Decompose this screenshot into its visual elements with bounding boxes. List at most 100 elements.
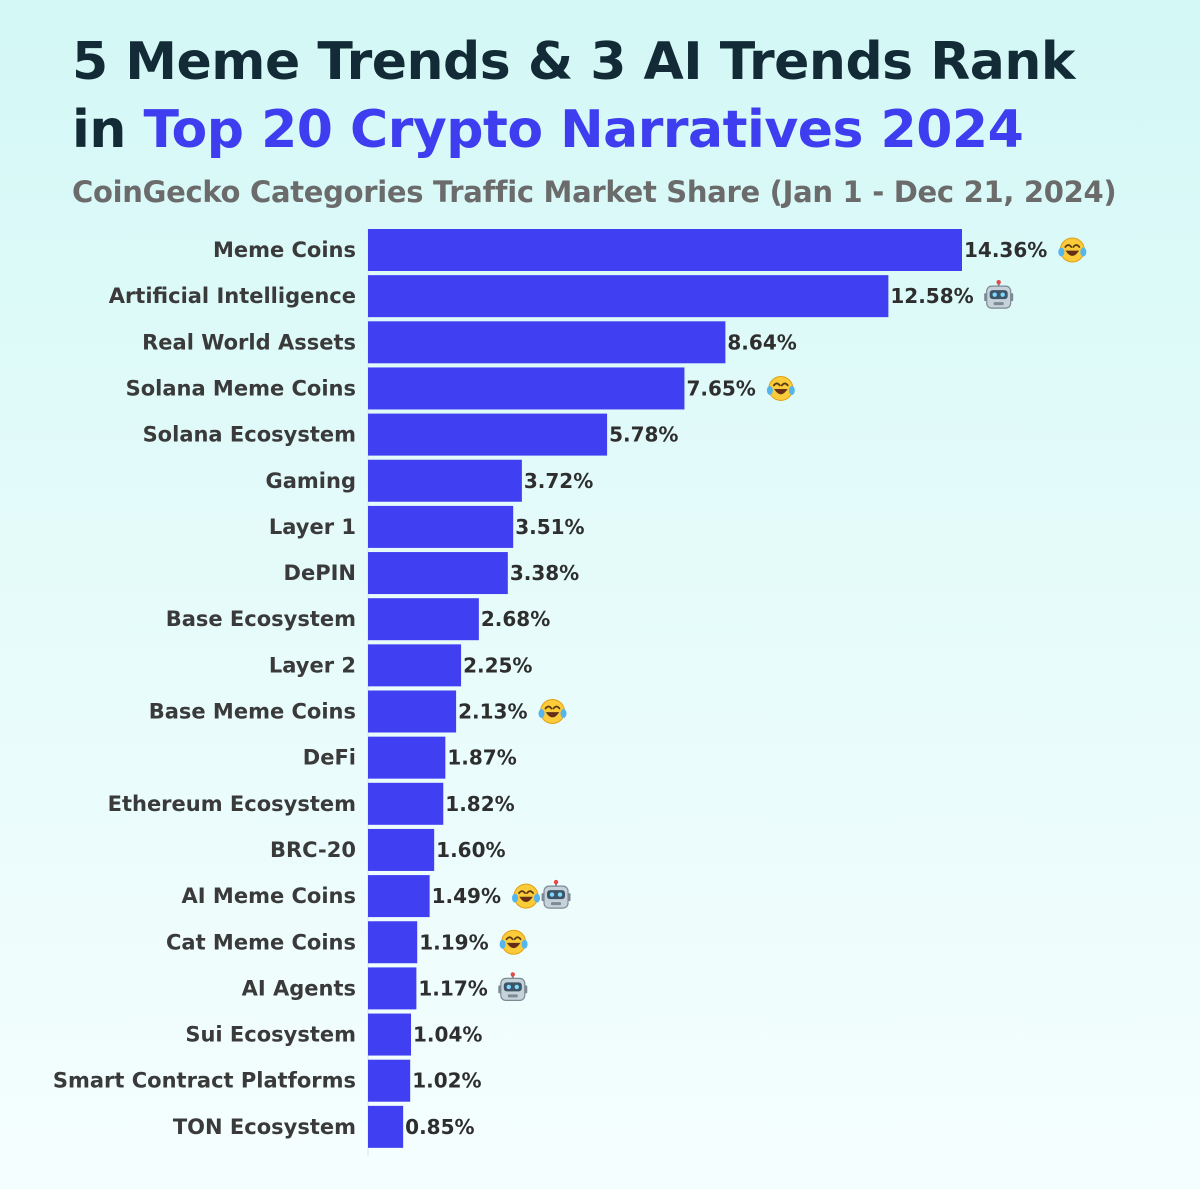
laughing-face-icon	[512, 883, 541, 909]
robot-ear-left	[498, 985, 501, 994]
value-label: 7.65%	[686, 376, 755, 400]
laugh-tear-right	[560, 709, 567, 718]
title-line-2: in Top 20 Crypto Narratives 2024	[72, 100, 1024, 160]
value-label: 2.13%	[458, 700, 527, 724]
robot-eye-left	[549, 892, 555, 897]
laugh-tear-right	[521, 939, 528, 949]
laugh-eye-left	[544, 705, 553, 710]
bar	[368, 644, 462, 687]
laugh-mouth	[774, 389, 788, 395]
robot-ear-right	[524, 985, 528, 994]
robot-face-icon	[498, 972, 528, 1002]
category-label: Meme Coins	[213, 238, 356, 262]
laugh-mouth	[519, 896, 533, 902]
laugh-eye-left	[1064, 244, 1073, 248]
robot-eye-left	[506, 984, 511, 990]
robot-ear-right	[568, 893, 571, 902]
bar	[368, 1105, 404, 1148]
value-label: 1.04%	[413, 1023, 482, 1047]
category-label: AI Meme Coins	[182, 884, 356, 908]
laugh-eye-right	[526, 890, 534, 894]
title-prefix: in	[72, 100, 126, 160]
value-label: 1.17%	[418, 976, 487, 1000]
laughing-face-icon	[538, 699, 567, 724]
robot-eye-right	[514, 984, 519, 990]
laugh-mouth	[545, 712, 560, 718]
laugh-eye-right	[513, 936, 522, 941]
laugh-eye-right	[552, 705, 561, 710]
laugh-tear-right	[1080, 247, 1087, 257]
title-line-1: 5 Meme Trends & 3 AI Trends Rank	[72, 32, 1075, 92]
category-label: DePIN	[284, 561, 356, 585]
robot-antenna-tip	[553, 879, 559, 885]
bar	[368, 229, 962, 271]
bar	[368, 828, 435, 871]
category-label: Gaming	[266, 469, 356, 493]
robot-antenna-tip	[510, 972, 515, 977]
laugh-mouth	[1065, 250, 1080, 256]
robot-mouth	[993, 302, 1004, 306]
category-label: Layer 1	[269, 515, 356, 539]
laugh-eye-left	[772, 382, 781, 387]
category-label: Base Ecosystem	[166, 607, 356, 631]
value-label: 12.58%	[890, 284, 973, 308]
bar	[368, 1059, 411, 1102]
laugh-tear-left	[512, 893, 519, 903]
bar	[368, 736, 446, 779]
laughing-face-icon	[1058, 237, 1087, 263]
laugh-tear-left	[766, 385, 773, 395]
category-label: AI Agents	[242, 976, 356, 1000]
robot-visor	[989, 290, 1008, 300]
category-label: BRC-20	[270, 838, 356, 862]
robot-ear-right	[1010, 293, 1014, 302]
value-label: 3.51%	[515, 515, 584, 539]
category-label: Layer 2	[269, 653, 356, 677]
value-label: 3.38%	[510, 561, 579, 585]
chart-subtitle: CoinGecko Categories Traffic Market Shar…	[72, 175, 1117, 209]
laugh-tear-right	[534, 893, 541, 903]
value-label: 1.19%	[419, 930, 488, 954]
category-label: DeFi	[303, 746, 356, 770]
category-label: Smart Contract Platforms	[53, 1069, 356, 1093]
category-label: Real World Assets	[142, 330, 356, 354]
category-label: Ethereum Ecosystem	[108, 792, 356, 816]
category-label: Cat Meme Coins	[166, 930, 356, 954]
value-label: 2.68%	[481, 607, 550, 631]
value-label: 8.64%	[727, 330, 796, 354]
bar	[368, 505, 514, 548]
robot-eye-left	[992, 292, 997, 297]
value-label: 3.72%	[524, 469, 593, 493]
category-label: Sui Ecosystem	[185, 1023, 356, 1047]
bar	[368, 275, 889, 318]
laugh-tear-left	[1058, 247, 1065, 257]
robot-ear-left	[984, 293, 987, 302]
robot-antenna-tip	[996, 279, 1001, 285]
bar	[368, 875, 430, 918]
value-label: 1.87%	[447, 746, 516, 770]
category-label: Solana Meme Coins	[126, 376, 356, 400]
category-label: Solana Ecosystem	[143, 423, 356, 447]
bar	[368, 690, 457, 733]
category-label: TON Ecosystem	[173, 1115, 356, 1139]
robot-visor	[503, 982, 522, 992]
bar	[368, 598, 479, 641]
laugh-eye-right	[780, 382, 789, 387]
laughing-face-icon	[499, 929, 528, 955]
value-label: 2.25%	[463, 653, 532, 677]
bar	[368, 459, 522, 502]
bar	[368, 321, 726, 364]
laugh-tear-left	[499, 939, 506, 949]
bar	[368, 1013, 412, 1056]
robot-eye-right	[557, 892, 563, 897]
value-label: 0.85%	[405, 1115, 474, 1139]
robot-mouth	[551, 902, 562, 906]
robot-eye-right	[1000, 292, 1005, 297]
robot-face-icon	[984, 279, 1014, 309]
value-label: 1.02%	[412, 1069, 481, 1093]
laugh-tear-right	[788, 385, 795, 395]
bar	[368, 921, 418, 964]
bar	[368, 782, 444, 825]
laughing-face-icon	[766, 375, 795, 401]
value-label: 5.78%	[609, 423, 678, 447]
category-label: Artificial Intelligence	[109, 284, 356, 308]
